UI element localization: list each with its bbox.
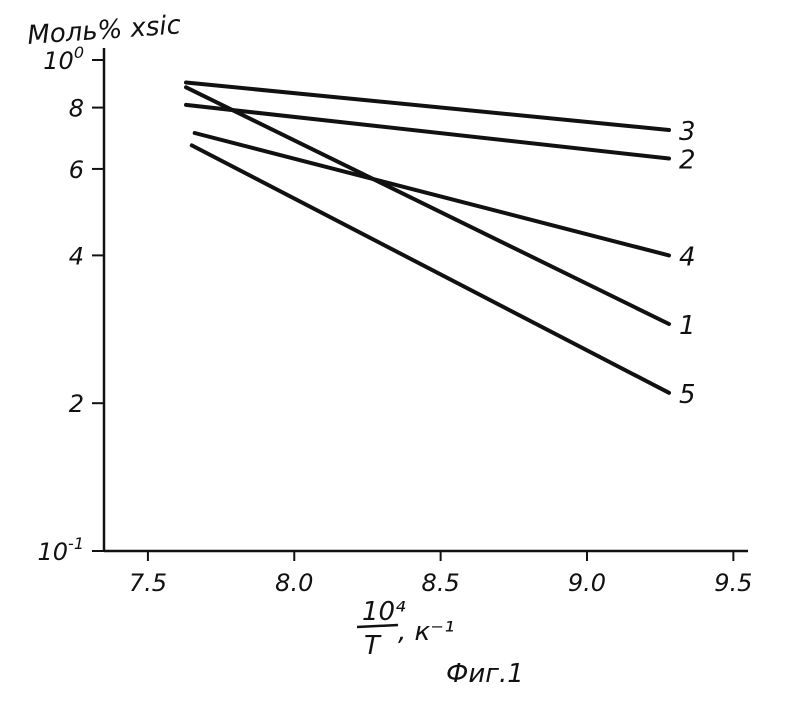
figure-caption: Фиг.1 [446, 659, 524, 689]
series-label-5: 5 [679, 380, 696, 410]
x-axis-label: 10⁴ T , к⁻¹ [357, 597, 454, 661]
series-labels: 12345 [679, 117, 696, 410]
x-axis-label-unit: , к⁻¹ [398, 617, 454, 647]
x-tick-label: 9.0 [568, 569, 606, 597]
series-label-3: 3 [679, 117, 696, 147]
series-label-4: 4 [679, 242, 696, 272]
x-tick-label: 7.5 [129, 569, 167, 597]
x-tick-label: 8.0 [275, 569, 313, 597]
x-tick-label: 8.5 [422, 569, 460, 597]
x-ticks: 7.5 8.0 8.5 9.0 9.5 [129, 551, 753, 597]
y-tick-label: 8 [69, 95, 84, 123]
series-label-1: 1 [679, 311, 696, 341]
series-lines [186, 83, 669, 393]
y-axis-label: Моль% xsic [26, 10, 181, 51]
x-axis-label-denominator: T [364, 631, 382, 661]
y-tick-label: 10-1 [38, 534, 85, 566]
y-tick-label: 2 [69, 390, 84, 418]
series-line-5 [192, 145, 669, 392]
x-tick-label: 9.5 [714, 569, 752, 597]
y-tick-label: 4 [69, 242, 84, 270]
axes [104, 48, 748, 551]
y-ticks: 10-12468100 [38, 43, 105, 566]
y-tick-label: 6 [69, 156, 84, 184]
series-label-2: 2 [679, 146, 696, 176]
